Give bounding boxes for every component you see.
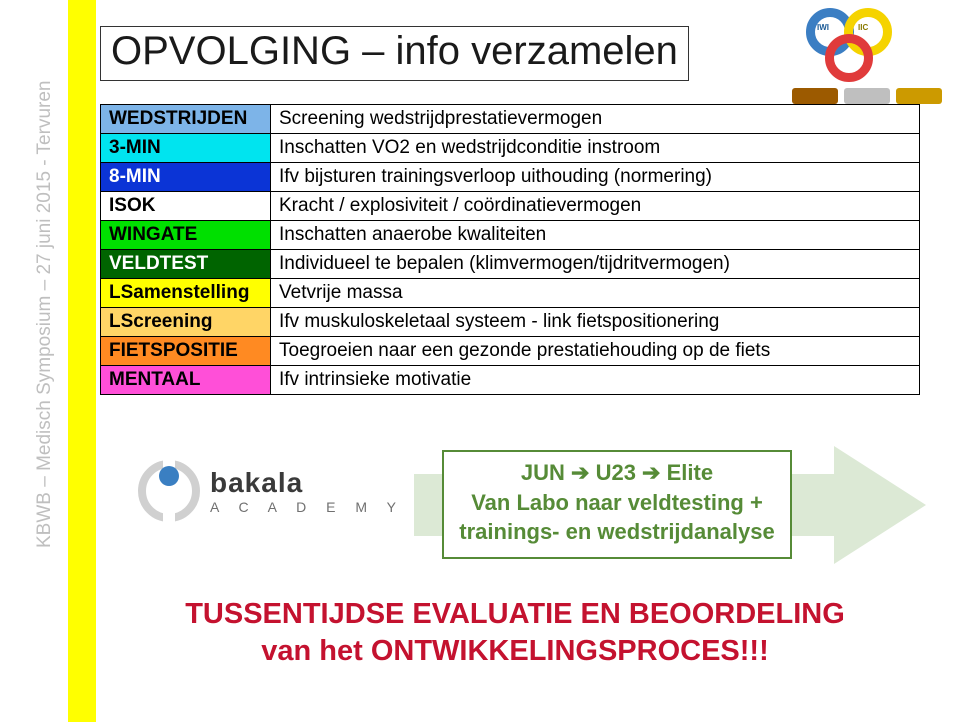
- table-desc-cell: Ifv bijsturen trainingsverloop uithoudin…: [271, 163, 920, 192]
- table-row: 8-MINIfv bijsturen trainingsverloop uith…: [101, 163, 920, 192]
- table-row: WINGATEInschatten anaerobe kwaliteiten: [101, 221, 920, 250]
- table-key-cell: 3-MIN: [101, 134, 271, 163]
- table-key-cell: FIETSPOSITIE: [101, 337, 271, 366]
- sponsor-logos: [783, 88, 948, 104]
- table-row: LSamenstellingVetvrije massa: [101, 279, 920, 308]
- prog-line-3: trainings- en wedstrijdanalyse: [458, 517, 776, 547]
- table-row: MENTAALIfv intrinsieke motivatie: [101, 366, 920, 395]
- bakala-logo: bakala A C A D E M Y: [138, 460, 404, 522]
- table-key-cell: WEDSTRIJDEN: [101, 105, 271, 134]
- table-row: ISOKKracht / explosiviteit / coördinatie…: [101, 192, 920, 221]
- table-row: FIETSPOSITIEToegroeien naar een gezonde …: [101, 337, 920, 366]
- sponsor-logo-3: [896, 88, 942, 104]
- table-desc-cell: Individueel te bepalen (klimvermogen/tij…: [271, 250, 920, 279]
- table-row: 3-MINInschatten VO2 en wedstrijdconditie…: [101, 134, 920, 163]
- table-key-cell: 8-MIN: [101, 163, 271, 192]
- bakala-sub: A C A D E M Y: [210, 499, 404, 515]
- bottom-line-1: TUSSENTIJDSE EVALUATIE EN BEOORDELING: [185, 598, 845, 630]
- ring-label-left: IWI: [817, 23, 829, 32]
- slide-title: OPVOLGING – info verzamelen: [100, 26, 689, 81]
- bottom-line-2: van het ONTWIKKELINGSPROCES!!!: [261, 635, 769, 667]
- table-key-cell: LSamenstelling: [101, 279, 271, 308]
- bakala-name: bakala: [210, 467, 404, 499]
- table-row: LScreeningIfv muskuloskeletaal systeem -…: [101, 308, 920, 337]
- ring-label-right: IIC: [858, 23, 868, 32]
- table-desc-cell: Inschatten VO2 en wedstrijdconditie inst…: [271, 134, 920, 163]
- yellow-accent-bar: [68, 0, 96, 722]
- table-desc-cell: Ifv muskuloskeletaal systeem - link fiet…: [271, 308, 920, 337]
- progression-block: JUN ➔ U23 ➔ Elite Van Labo naar veldtest…: [414, 440, 934, 570]
- bottom-evaluation-text: TUSSENTIJDSE EVALUATIE EN BEOORDELING va…: [100, 596, 930, 670]
- table-key-cell: VELDTEST: [101, 250, 271, 279]
- table-desc-cell: Toegroeien naar een gezonde prestatiehou…: [271, 337, 920, 366]
- bakala-mark-icon: [138, 460, 200, 522]
- sponsor-logo-1: [792, 88, 838, 104]
- table-key-cell: ISOK: [101, 192, 271, 221]
- table-desc-cell: Vetvrije massa: [271, 279, 920, 308]
- table-desc-cell: Screening wedstrijdprestatievermogen: [271, 105, 920, 134]
- prog-line-2: Van Labo naar veldtesting +: [458, 488, 776, 518]
- sidebar-footer-text: KBWB – Medisch Symposium – 27 juni 2015 …: [34, 178, 56, 548]
- sponsor-logo-2: [844, 88, 890, 104]
- logo-cluster: IWI IIC: [783, 8, 948, 118]
- prog-line-1: JUN ➔ U23 ➔ Elite: [458, 458, 776, 488]
- table-desc-cell: Kracht / explosiviteit / coördinatieverm…: [271, 192, 920, 221]
- table-key-cell: LScreening: [101, 308, 271, 337]
- table-key-cell: WINGATE: [101, 221, 271, 250]
- progression-box: JUN ➔ U23 ➔ Elite Van Labo naar veldtest…: [442, 450, 792, 559]
- table-desc-cell: Inschatten anaerobe kwaliteiten: [271, 221, 920, 250]
- table-row: WEDSTRIJDENScreening wedstrijdprestatiev…: [101, 105, 920, 134]
- table-key-cell: MENTAAL: [101, 366, 271, 395]
- table-row: VELDTESTIndividueel te bepalen (klimverm…: [101, 250, 920, 279]
- rings-icon: IWI IIC: [798, 8, 928, 86]
- info-table: WEDSTRIJDENScreening wedstrijdprestatiev…: [100, 104, 920, 395]
- table-desc-cell: Ifv intrinsieke motivatie: [271, 366, 920, 395]
- slide: KBWB – Medisch Symposium – 27 juni 2015 …: [0, 0, 960, 722]
